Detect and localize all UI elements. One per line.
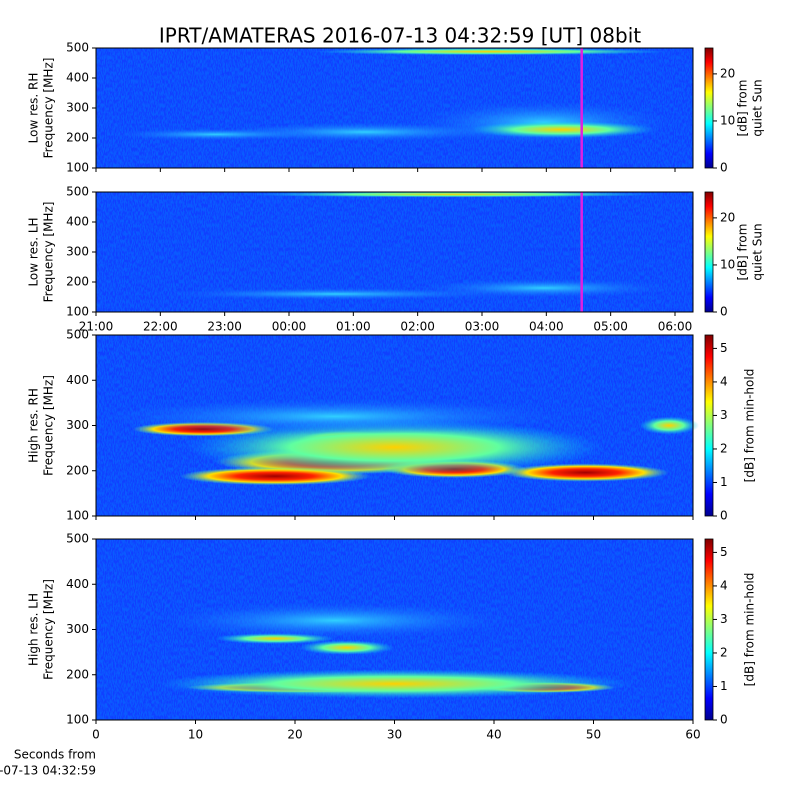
colorbar-label: quiet Sun [751,79,765,136]
y-tick-label: 100 [66,713,89,727]
colorbar-tick-label: 4 [720,578,728,592]
colorbar-label: [dB] from [736,224,750,281]
colorbar-tick-label: 20 [720,210,735,224]
colorbar-label: quiet Sun [751,223,765,280]
y-tick-label: 200 [66,667,89,681]
x-tick-label: 60 [685,728,700,742]
colorbar-tick-label: 1 [720,679,728,693]
spectrogram-feature [502,464,669,482]
spectrogram-feature [108,128,323,140]
y-tick-label: 500 [66,41,89,55]
y-tick-label: 300 [66,245,89,259]
y-tick-label: 400 [66,373,89,387]
x-tick-label: 04:00 [529,320,564,334]
y-tick-label: 200 [66,275,89,289]
y-tick-label: 200 [66,463,89,477]
y-axis-label: High res. LH [27,593,41,666]
y-tick-label: 500 [66,532,89,546]
x-tick-label: 21:00 [79,320,114,334]
x-tick-label: 22:00 [143,320,178,334]
y-tick-label: 500 [66,328,89,342]
spectrogram [96,539,693,720]
colorbar-tick-label: 5 [720,545,728,559]
x-tick-label: 23:00 [207,320,242,334]
y-axis-label: Frequency [MHz] [42,375,56,476]
y-axis-label: Frequency [MHz] [42,58,56,159]
spectrogram-feature [96,398,574,434]
y-tick-label: 400 [66,577,89,591]
y-tick-label: 400 [66,71,89,85]
x-tick-label: 03:00 [465,320,500,334]
y-tick-label: 400 [66,215,89,229]
spectrogram [96,335,699,516]
y-axis-label: Frequency [MHz] [42,579,56,680]
spectrogram [96,191,693,312]
x-tick-label: 05:00 [593,320,628,334]
y-axis-label: Low res. RH [27,73,41,144]
spectrogram-feature [156,288,514,300]
x-tick-label: 20 [287,728,302,742]
colorbar-tick-label: 2 [720,441,728,455]
x-tick-label: 10 [188,728,203,742]
spectrogram-feature [311,48,669,55]
colorbar-tick-label: 5 [720,341,728,355]
x-axis-label: 2016-07-13 04:32:59 [0,764,96,778]
spectrogram-feature [156,602,514,638]
y-axis-label: Frequency [MHz] [42,202,56,303]
y-tick-label: 100 [66,161,89,175]
y-tick-label: 300 [66,622,89,636]
x-tick-label: 0 [92,728,100,742]
y-tick-label: 300 [66,418,89,432]
x-tick-label: 50 [586,728,601,742]
colorbar-tick-label: 1 [720,475,728,489]
colorbar-label: [dB] from min-hold [743,369,757,483]
colorbar-tick-label: 10 [720,257,735,271]
figure-title: IPRT/AMATERAS 2016-07-13 04:32:59 [UT] 0… [159,24,641,48]
y-axis-label: Low res. LH [27,217,41,286]
y-tick-label: 100 [66,305,89,319]
colorbar [704,334,714,517]
x-tick-label: 06:00 [658,320,693,334]
y-axis-label: High res. RH [27,388,41,463]
y-tick-label: 100 [66,509,89,523]
colorbar-tick-label: 2 [720,645,728,659]
colorbar-tick-label: 0 [720,509,728,523]
spectrogram [96,48,693,168]
colorbar-tick-label: 3 [720,408,728,422]
colorbar-tick-label: 4 [720,374,728,388]
colorbar-label: [dB] from min-hold [743,573,757,687]
spectrogram-feature [245,191,663,197]
y-tick-label: 300 [66,101,89,115]
colorbar-tick-label: 20 [720,66,735,80]
colorbar [704,538,714,721]
x-axis-label: Seconds from [14,748,96,762]
x-tick-label: 40 [486,728,501,742]
spectrogram-feature [156,669,634,698]
y-tick-label: 200 [66,131,89,145]
x-tick-label: 30 [387,728,402,742]
colorbar-label: [dB] from [736,80,750,137]
spectrogram-feature [466,121,657,138]
spectrogram-feature [639,416,699,434]
colorbar-tick-label: 0 [720,161,728,175]
colorbar-tick-label: 3 [720,612,728,626]
colorbar-tick-label: 0 [720,305,728,319]
spectrogram-feature [299,640,395,654]
colorbar [704,191,714,313]
colorbar [704,47,714,169]
colorbar-tick-label: 0 [720,713,728,727]
x-tick-label: 00:00 [272,320,307,334]
x-tick-label: 01:00 [336,320,371,334]
y-tick-label: 500 [66,185,89,199]
colorbar-tick-label: 10 [720,113,735,127]
x-tick-label: 02:00 [400,320,435,334]
